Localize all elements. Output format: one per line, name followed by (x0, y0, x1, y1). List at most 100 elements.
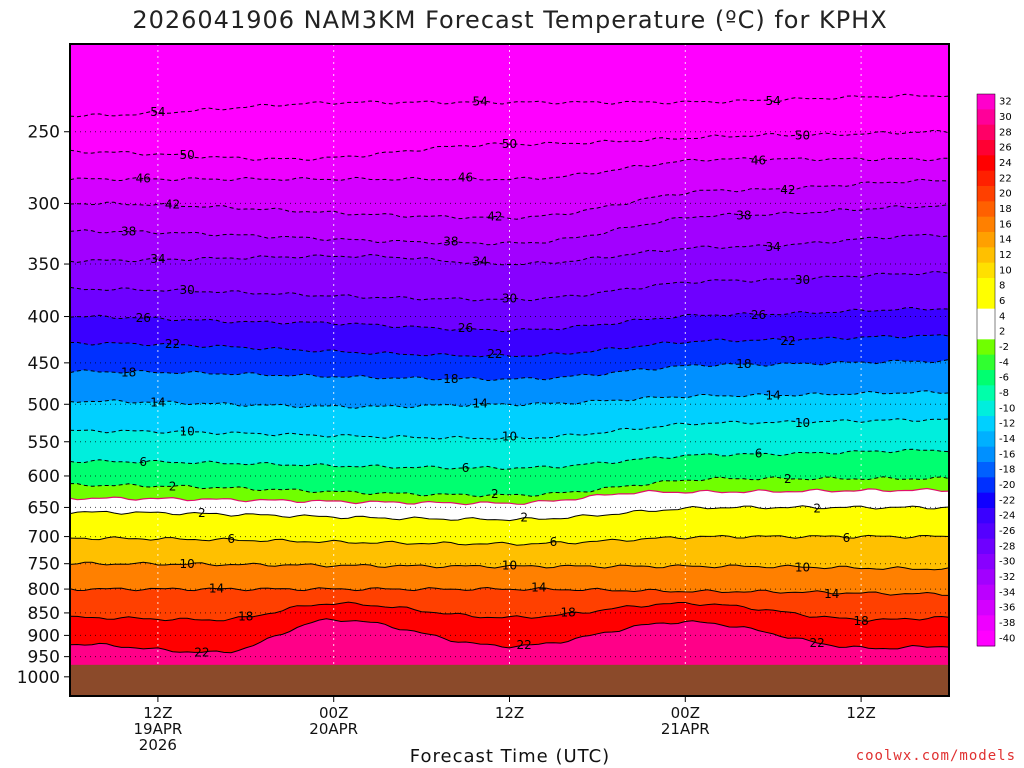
isotherm-label: 50 (502, 137, 517, 151)
colorbar-label: -8 (999, 388, 1009, 399)
isotherm-line (70, 487, 949, 506)
y-tick-label: 500 (28, 395, 60, 415)
isotherm-label: 42 (165, 197, 180, 211)
colorbar-label: -10 (999, 403, 1015, 414)
x-tick-label: 21APR (661, 720, 710, 738)
colorbar-swatch (977, 600, 995, 616)
colorbar-swatch (977, 308, 995, 325)
chart-title: 2026041906 NAM3KM Forecast Temperature (… (132, 6, 887, 34)
y-tick-label: 1000 (17, 668, 60, 688)
x-tick-label: 2026 (139, 736, 177, 754)
isotherm-label: 2 (198, 506, 206, 520)
isotherm-label: 34 (473, 255, 488, 269)
colorbar-swatch (977, 262, 995, 279)
colorbar-label: -6 (999, 373, 1009, 384)
colorbar-swatch (977, 140, 995, 156)
isotherm-label: 54 (766, 94, 781, 108)
colorbar-label: 14 (999, 235, 1012, 246)
colorbar-label: -4 (999, 357, 1009, 368)
colorbar-frame (976, 93, 996, 647)
isotherm-label: 38 (443, 235, 458, 249)
isotherm-label: 50 (180, 148, 195, 162)
grid (70, 44, 949, 696)
colorbar-label: 10 (999, 265, 1012, 276)
colorbar-swatch (977, 155, 995, 172)
isotherm-label: 2 (169, 479, 177, 493)
isotherm-line (70, 178, 949, 220)
colorbar-label: -16 (999, 449, 1015, 460)
isotherm-label: 42 (780, 183, 795, 197)
y-tick-label: 400 (28, 308, 60, 328)
isotherm-label: 30 (502, 291, 517, 305)
isotherm-label: 6 (843, 531, 851, 545)
colorbar-label: 12 (999, 250, 1012, 261)
isotherm-label: 54 (150, 105, 165, 119)
colorbar-label: -22 (999, 495, 1015, 506)
colorbar-label: -30 (999, 557, 1015, 568)
ground-terrain (71, 664, 949, 696)
isotherm-line (70, 534, 949, 546)
isotherm-line (70, 359, 949, 382)
isotherms (70, 93, 949, 654)
isotherm-label: 6 (550, 535, 558, 549)
colorbar-label: -26 (999, 526, 1015, 537)
x-tick-label: 00Z (671, 704, 700, 722)
y-axis: 2503003504004505005506006507007508008509… (17, 123, 70, 688)
isotherm-line (70, 390, 949, 409)
isotherm-label: 18 (736, 357, 751, 371)
isotherm-line (70, 618, 949, 654)
y-tick-label: 950 (28, 648, 60, 668)
isotherm-label: 46 (136, 171, 151, 185)
y-tick-label: 650 (28, 498, 60, 518)
colorbar-swatch (977, 94, 995, 110)
isotherm-label: 6 (139, 455, 147, 469)
isotherm-label: 22 (487, 347, 502, 361)
credit-text: coolwx.com/models (856, 748, 1016, 764)
x-tick-label: 12Z (846, 704, 875, 722)
colorbar-swatch (977, 492, 995, 509)
isotherm-label: 6 (227, 532, 235, 546)
colorbar-label: -28 (999, 541, 1015, 552)
colorbar-label: 26 (999, 143, 1012, 154)
colorbar-label: 4 (999, 311, 1005, 322)
colorbar-label: 20 (999, 189, 1012, 200)
isotherm-line (70, 476, 949, 498)
colorbar: 32 30 28 26 24 22 20 18 16 14 12 10 8 6 4 2 -2 -4 -6 -8 -10 -… (976, 93, 1015, 647)
colorbar-swatch (977, 247, 995, 264)
x-tick-label: 12Z (143, 704, 172, 722)
isotherm-label: 2 (813, 502, 821, 516)
isotherm-label: 22 (780, 334, 795, 348)
isotherm-label: 2 (520, 511, 528, 525)
colorbar-label: -18 (999, 465, 1015, 476)
y-tick-label: 550 (28, 433, 60, 453)
isotherm-label: 30 (795, 273, 810, 287)
isotherm-label: 38 (736, 209, 751, 223)
isotherm-line (70, 505, 949, 522)
colorbar-swatch (977, 385, 995, 402)
isotherm-label: 18 (853, 614, 868, 628)
isotherm-line (70, 270, 949, 302)
isotherm-label: 10 (502, 558, 517, 572)
colorbar-swatch (977, 216, 995, 233)
isotherm-label: 10 (795, 416, 810, 430)
colorbar-label: -32 (999, 572, 1015, 583)
y-tick-label: 350 (28, 255, 60, 275)
isotherm-line (70, 93, 949, 118)
colorbar-swatch (977, 400, 995, 417)
isotherm-label: 18 (443, 372, 458, 386)
isotherm-label: 18 (238, 610, 253, 624)
isotherm-label: 26 (751, 308, 766, 322)
colorbar-label: 6 (999, 296, 1005, 307)
isotherm-line (70, 448, 949, 470)
isotherm-label: 18 (121, 365, 136, 379)
x-tick-label: 12Z (495, 704, 524, 722)
isotherm-label: 14 (824, 587, 839, 601)
isotherm-line (70, 233, 949, 266)
colorbar-label: -14 (999, 434, 1015, 445)
colorbar-swatch (977, 523, 995, 540)
isotherm-line (70, 204, 949, 246)
isotherm-label: 14 (531, 581, 546, 595)
isotherm-label: 34 (766, 240, 781, 254)
colorbar-swatch (977, 462, 995, 478)
